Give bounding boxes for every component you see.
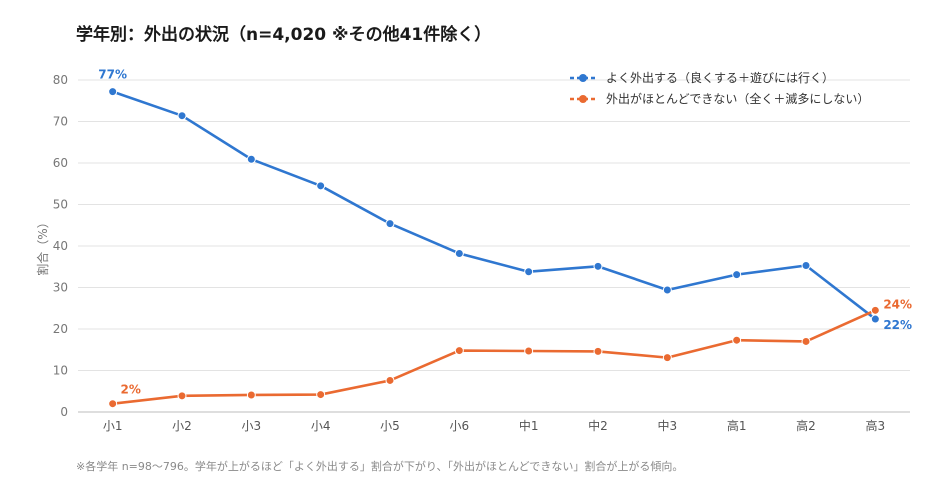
gridlines (78, 79, 910, 413)
y-tick-label: 50 (53, 198, 68, 212)
data-point (662, 285, 672, 295)
data-point (732, 270, 742, 280)
x-tick-label: 小2 (172, 419, 192, 433)
data-labels: 77% 22% 2% 24% (98, 68, 912, 397)
x-tick-label: 高1 (727, 418, 747, 433)
data-point (454, 248, 464, 258)
x-tick-label: 小6 (450, 419, 470, 433)
data-point (732, 335, 742, 345)
series-layer (108, 87, 880, 409)
y-tick-label: 60 (53, 156, 68, 170)
chart-title: 学年別：外出の状況（n=4,020 ※その他41件除く） (76, 25, 492, 45)
x-tick-label: 中3 (658, 418, 678, 433)
legend-label: よく外出する（良くする＋遊びには行く） (606, 70, 834, 85)
data-label: 77% (98, 68, 127, 82)
data-point (662, 353, 672, 363)
data-point (108, 87, 118, 97)
data-point (316, 181, 326, 191)
y-tick-label: 70 (53, 115, 68, 129)
series-line-1 (112, 90, 877, 321)
x-tick-label: 中1 (519, 418, 539, 433)
data-point (316, 390, 326, 400)
data-point (246, 154, 256, 164)
data-label: 22% (883, 318, 912, 332)
data-point (870, 305, 880, 315)
data-point (454, 346, 464, 356)
data-point (870, 314, 880, 324)
y-tick-label: 0 (60, 405, 68, 419)
y-axis-title: 割合（%） (35, 216, 50, 275)
x-tick-label: 小5 (380, 419, 400, 433)
x-tick-label: 小1 (103, 419, 123, 433)
data-label: 24% (883, 297, 912, 311)
x-tick-label: 小4 (311, 419, 331, 433)
legend-label: 外出がほとんどできない（全く＋滅多にしない） (606, 91, 869, 106)
data-point (593, 261, 603, 271)
data-point (385, 219, 395, 229)
data-point (524, 346, 534, 356)
chart-footnote: ※各学年 n=98〜796。学年が上がるほど「よく外出する」割合が下がり、「外出… (76, 460, 684, 473)
x-tick-label: 小3 (242, 419, 262, 433)
legend-swatch-marker (579, 74, 587, 82)
data-point (108, 399, 118, 409)
data-point (246, 390, 256, 400)
x-axis: 小1 小2 小3 小4 小5 小6 中1 中2 中3 高1 高2 高3 (103, 418, 885, 433)
series-line-2 (112, 309, 876, 405)
data-point (385, 375, 395, 385)
legend: よく外出する（良くする＋遊びには行く） 外出がほとんどできない（全く＋滅多にしない… (570, 70, 869, 106)
y-tick-label: 10 (53, 364, 68, 378)
y-tick-label: 30 (53, 281, 68, 295)
x-tick-label: 中2 (588, 418, 608, 433)
data-point (177, 111, 187, 121)
x-tick-label: 高2 (796, 418, 816, 433)
data-point (524, 267, 534, 277)
x-tick-label: 高3 (866, 418, 886, 433)
data-label: 2% (120, 383, 140, 397)
y-tick-label: 20 (53, 322, 68, 336)
y-axis: 0 10 20 30 40 50 60 70 80 割合（%） (35, 73, 68, 419)
data-point (177, 391, 187, 401)
legend-swatch-marker (579, 95, 587, 103)
y-tick-label: 40 (53, 239, 68, 253)
y-tick-label: 80 (53, 73, 68, 87)
data-point (593, 346, 603, 356)
data-point (801, 336, 811, 346)
data-point (801, 261, 811, 271)
